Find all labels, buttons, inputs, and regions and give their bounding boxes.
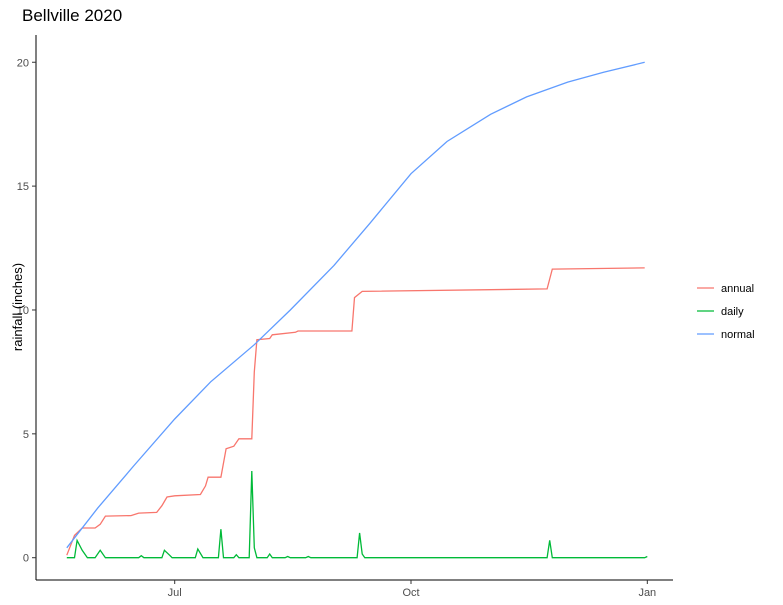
y-tick-label: 0 (23, 553, 29, 565)
chart-title: Bellville 2020 (22, 6, 123, 25)
legend-item-daily: daily (697, 306, 744, 318)
x-ticks: Jul Oct Jan (168, 580, 656, 599)
series-line-daily (66, 470, 648, 559)
y-tick-label: 20 (17, 57, 29, 69)
legend: annual daily normal (697, 283, 755, 341)
series-line-annual (66, 267, 645, 556)
y-ticks: 0 5 10 15 20 (17, 57, 36, 565)
y-tick-label: 10 (17, 305, 29, 317)
legend-item-normal: normal (697, 329, 755, 341)
x-tick-label: Oct (402, 587, 419, 599)
legend-item-annual: annual (697, 283, 754, 295)
series-layer (66, 61, 648, 559)
y-tick-label: 15 (17, 181, 29, 193)
x-tick-label: Jan (638, 587, 656, 599)
y-axis-title: rainfall (inches) (10, 263, 25, 351)
legend-label-daily: daily (721, 306, 744, 318)
x-tick-label: Jul (168, 587, 182, 599)
legend-label-normal: normal (721, 329, 755, 341)
y-tick-label: 5 (23, 429, 29, 441)
series-line-normal (66, 61, 645, 549)
legend-label-annual: annual (721, 283, 754, 295)
